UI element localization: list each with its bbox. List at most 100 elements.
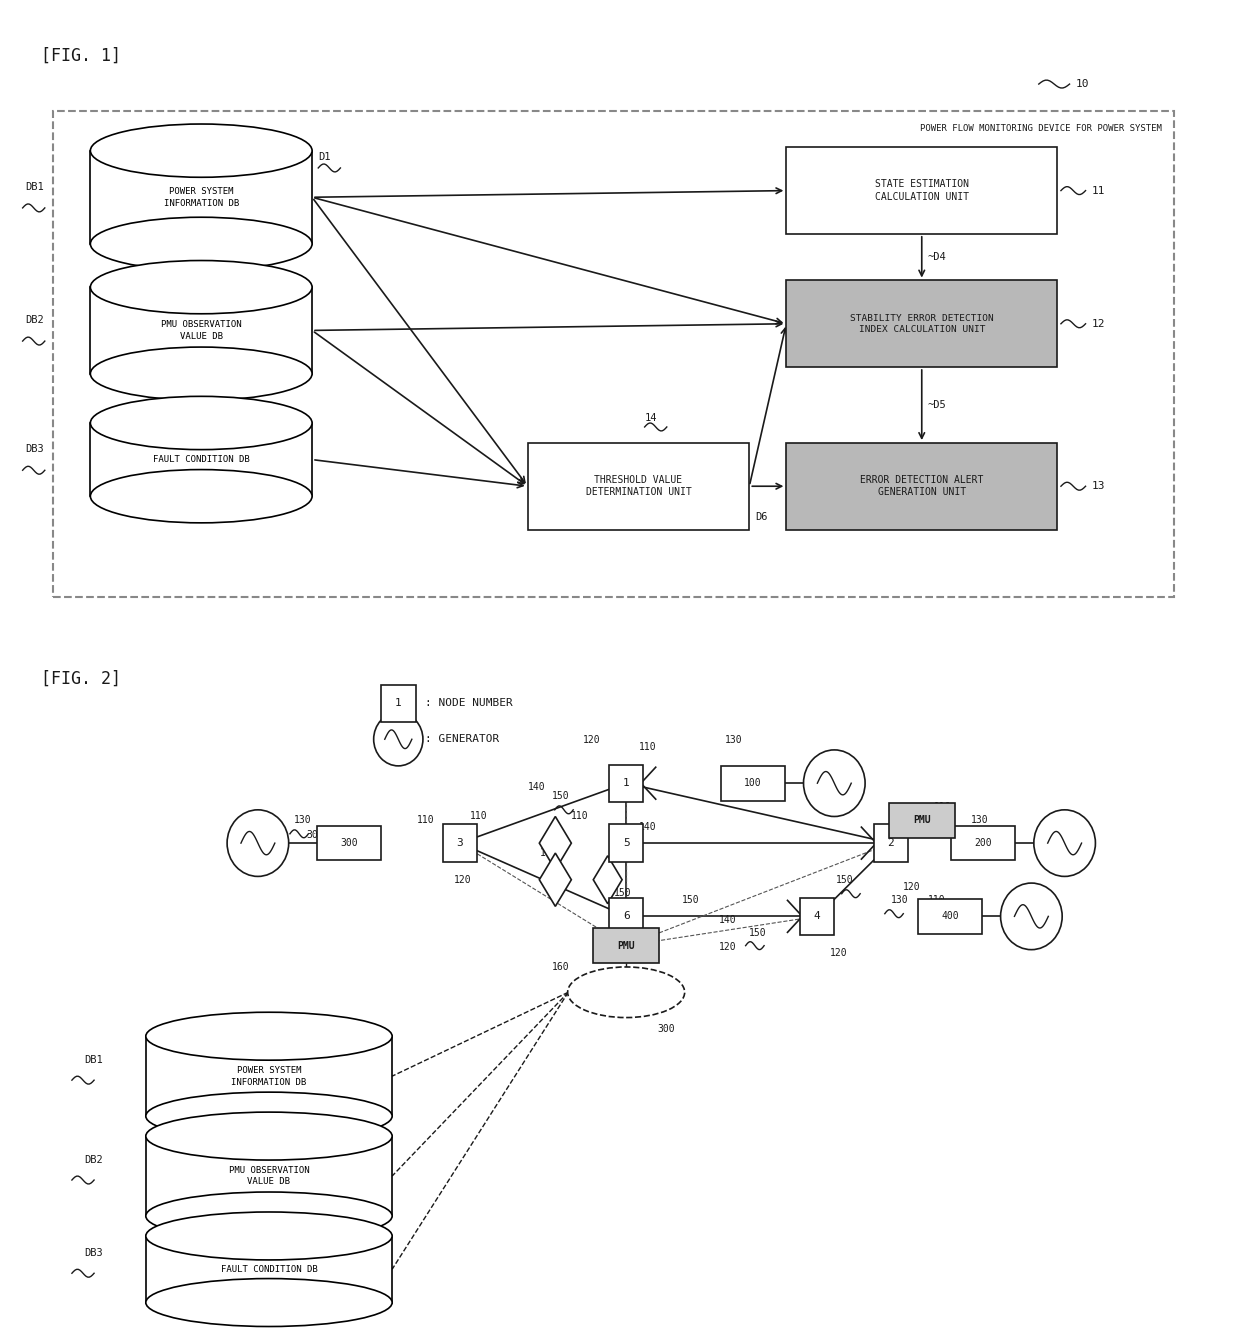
Text: 120: 120 bbox=[583, 736, 600, 745]
FancyBboxPatch shape bbox=[889, 803, 955, 838]
Text: ~D5: ~D5 bbox=[928, 401, 946, 410]
Text: 120: 120 bbox=[903, 882, 921, 891]
Text: 1: 1 bbox=[394, 698, 402, 709]
Ellipse shape bbox=[146, 1193, 392, 1240]
FancyBboxPatch shape bbox=[786, 444, 1058, 529]
FancyBboxPatch shape bbox=[720, 766, 785, 800]
Text: 130: 130 bbox=[724, 736, 743, 745]
Ellipse shape bbox=[91, 217, 312, 271]
Ellipse shape bbox=[146, 1211, 392, 1260]
Text: 150: 150 bbox=[836, 875, 853, 884]
Text: 14: 14 bbox=[645, 413, 657, 423]
Polygon shape bbox=[146, 1136, 392, 1215]
Text: 6: 6 bbox=[622, 911, 630, 922]
FancyBboxPatch shape bbox=[800, 898, 835, 935]
Text: D2: D2 bbox=[288, 285, 300, 295]
Text: PMU OBSERVATION
VALUE DB: PMU OBSERVATION VALUE DB bbox=[228, 1166, 309, 1186]
FancyBboxPatch shape bbox=[609, 898, 644, 935]
Text: [FIG. 1]: [FIG. 1] bbox=[41, 47, 122, 64]
Text: 150: 150 bbox=[614, 888, 631, 898]
Text: DB2: DB2 bbox=[26, 315, 45, 324]
Text: D3: D3 bbox=[288, 422, 300, 433]
FancyBboxPatch shape bbox=[786, 280, 1058, 367]
Text: 160: 160 bbox=[552, 962, 570, 972]
Circle shape bbox=[373, 713, 423, 766]
Ellipse shape bbox=[146, 1012, 392, 1060]
Text: 110: 110 bbox=[470, 811, 487, 821]
Text: 110: 110 bbox=[570, 811, 588, 821]
Text: 140: 140 bbox=[718, 915, 737, 925]
Text: 110: 110 bbox=[934, 801, 951, 812]
Text: FAULT CONDITION DB: FAULT CONDITION DB bbox=[221, 1265, 317, 1274]
Text: PMU: PMU bbox=[618, 941, 635, 950]
Circle shape bbox=[804, 750, 866, 816]
Text: PMU OBSERVATION
VALUE DB: PMU OBSERVATION VALUE DB bbox=[161, 320, 242, 340]
FancyBboxPatch shape bbox=[593, 929, 660, 963]
FancyBboxPatch shape bbox=[609, 765, 644, 801]
Text: D1: D1 bbox=[319, 151, 331, 162]
Circle shape bbox=[227, 809, 289, 876]
Text: 110: 110 bbox=[639, 742, 656, 752]
Ellipse shape bbox=[91, 469, 312, 523]
Text: ERROR DETECTION ALERT
GENERATION UNIT: ERROR DETECTION ALERT GENERATION UNIT bbox=[861, 476, 983, 497]
Text: DB1: DB1 bbox=[84, 1055, 103, 1065]
Polygon shape bbox=[91, 423, 312, 496]
FancyBboxPatch shape bbox=[786, 147, 1058, 234]
FancyBboxPatch shape bbox=[443, 824, 477, 862]
Ellipse shape bbox=[146, 1112, 392, 1160]
Polygon shape bbox=[146, 1036, 392, 1116]
Text: 5: 5 bbox=[622, 838, 630, 848]
Text: 150: 150 bbox=[682, 895, 699, 904]
FancyBboxPatch shape bbox=[381, 685, 415, 722]
Text: DB2: DB2 bbox=[84, 1155, 103, 1164]
Text: 4: 4 bbox=[813, 911, 821, 922]
Text: 12: 12 bbox=[1091, 319, 1105, 328]
Text: DB3: DB3 bbox=[26, 444, 45, 454]
Polygon shape bbox=[91, 150, 312, 244]
Text: 120: 120 bbox=[454, 875, 471, 884]
Text: 150: 150 bbox=[614, 949, 631, 958]
FancyBboxPatch shape bbox=[609, 824, 644, 862]
Text: 150: 150 bbox=[749, 929, 768, 938]
Ellipse shape bbox=[91, 397, 312, 450]
Polygon shape bbox=[146, 1235, 392, 1302]
Text: 300: 300 bbox=[657, 1024, 675, 1034]
Text: 140: 140 bbox=[539, 848, 558, 859]
Text: : GENERATOR: : GENERATOR bbox=[425, 734, 500, 744]
Text: 100: 100 bbox=[744, 779, 761, 788]
Text: 200: 200 bbox=[975, 838, 992, 848]
FancyBboxPatch shape bbox=[918, 899, 982, 934]
Text: 2: 2 bbox=[888, 838, 894, 848]
Text: STABILITY ERROR DETECTION
INDEX CALCULATION UNIT: STABILITY ERROR DETECTION INDEX CALCULAT… bbox=[849, 314, 993, 334]
Text: [FIG. 2]: [FIG. 2] bbox=[41, 670, 122, 687]
Text: D6: D6 bbox=[755, 512, 768, 521]
Text: : NODE NUMBER: : NODE NUMBER bbox=[425, 698, 513, 709]
Text: 130: 130 bbox=[971, 815, 988, 825]
Text: 120: 120 bbox=[830, 949, 847, 958]
Text: 400: 400 bbox=[941, 911, 959, 922]
Text: 3: 3 bbox=[456, 838, 464, 848]
Ellipse shape bbox=[91, 125, 312, 177]
Ellipse shape bbox=[146, 1278, 392, 1327]
Text: 300: 300 bbox=[306, 829, 324, 840]
FancyBboxPatch shape bbox=[528, 444, 749, 529]
Text: 120: 120 bbox=[718, 942, 737, 951]
Text: 140: 140 bbox=[614, 969, 631, 978]
Ellipse shape bbox=[568, 967, 684, 1017]
Polygon shape bbox=[91, 287, 312, 374]
Text: DB3: DB3 bbox=[84, 1248, 103, 1258]
Text: 10: 10 bbox=[1076, 79, 1089, 88]
Ellipse shape bbox=[146, 1092, 392, 1140]
Text: 110: 110 bbox=[417, 815, 434, 825]
Text: POWER FLOW MONITORING DEVICE FOR POWER SYSTEM: POWER FLOW MONITORING DEVICE FOR POWER S… bbox=[920, 125, 1162, 133]
Text: 130: 130 bbox=[294, 815, 311, 825]
Polygon shape bbox=[539, 854, 572, 906]
Circle shape bbox=[1034, 809, 1095, 876]
Polygon shape bbox=[593, 856, 622, 903]
FancyBboxPatch shape bbox=[874, 824, 908, 862]
Text: 13: 13 bbox=[1091, 481, 1105, 492]
Text: STATE ESTIMATION
CALCULATION UNIT: STATE ESTIMATION CALCULATION UNIT bbox=[874, 180, 968, 202]
Text: 150: 150 bbox=[552, 791, 570, 801]
Text: 140: 140 bbox=[639, 821, 656, 832]
FancyBboxPatch shape bbox=[317, 825, 381, 860]
